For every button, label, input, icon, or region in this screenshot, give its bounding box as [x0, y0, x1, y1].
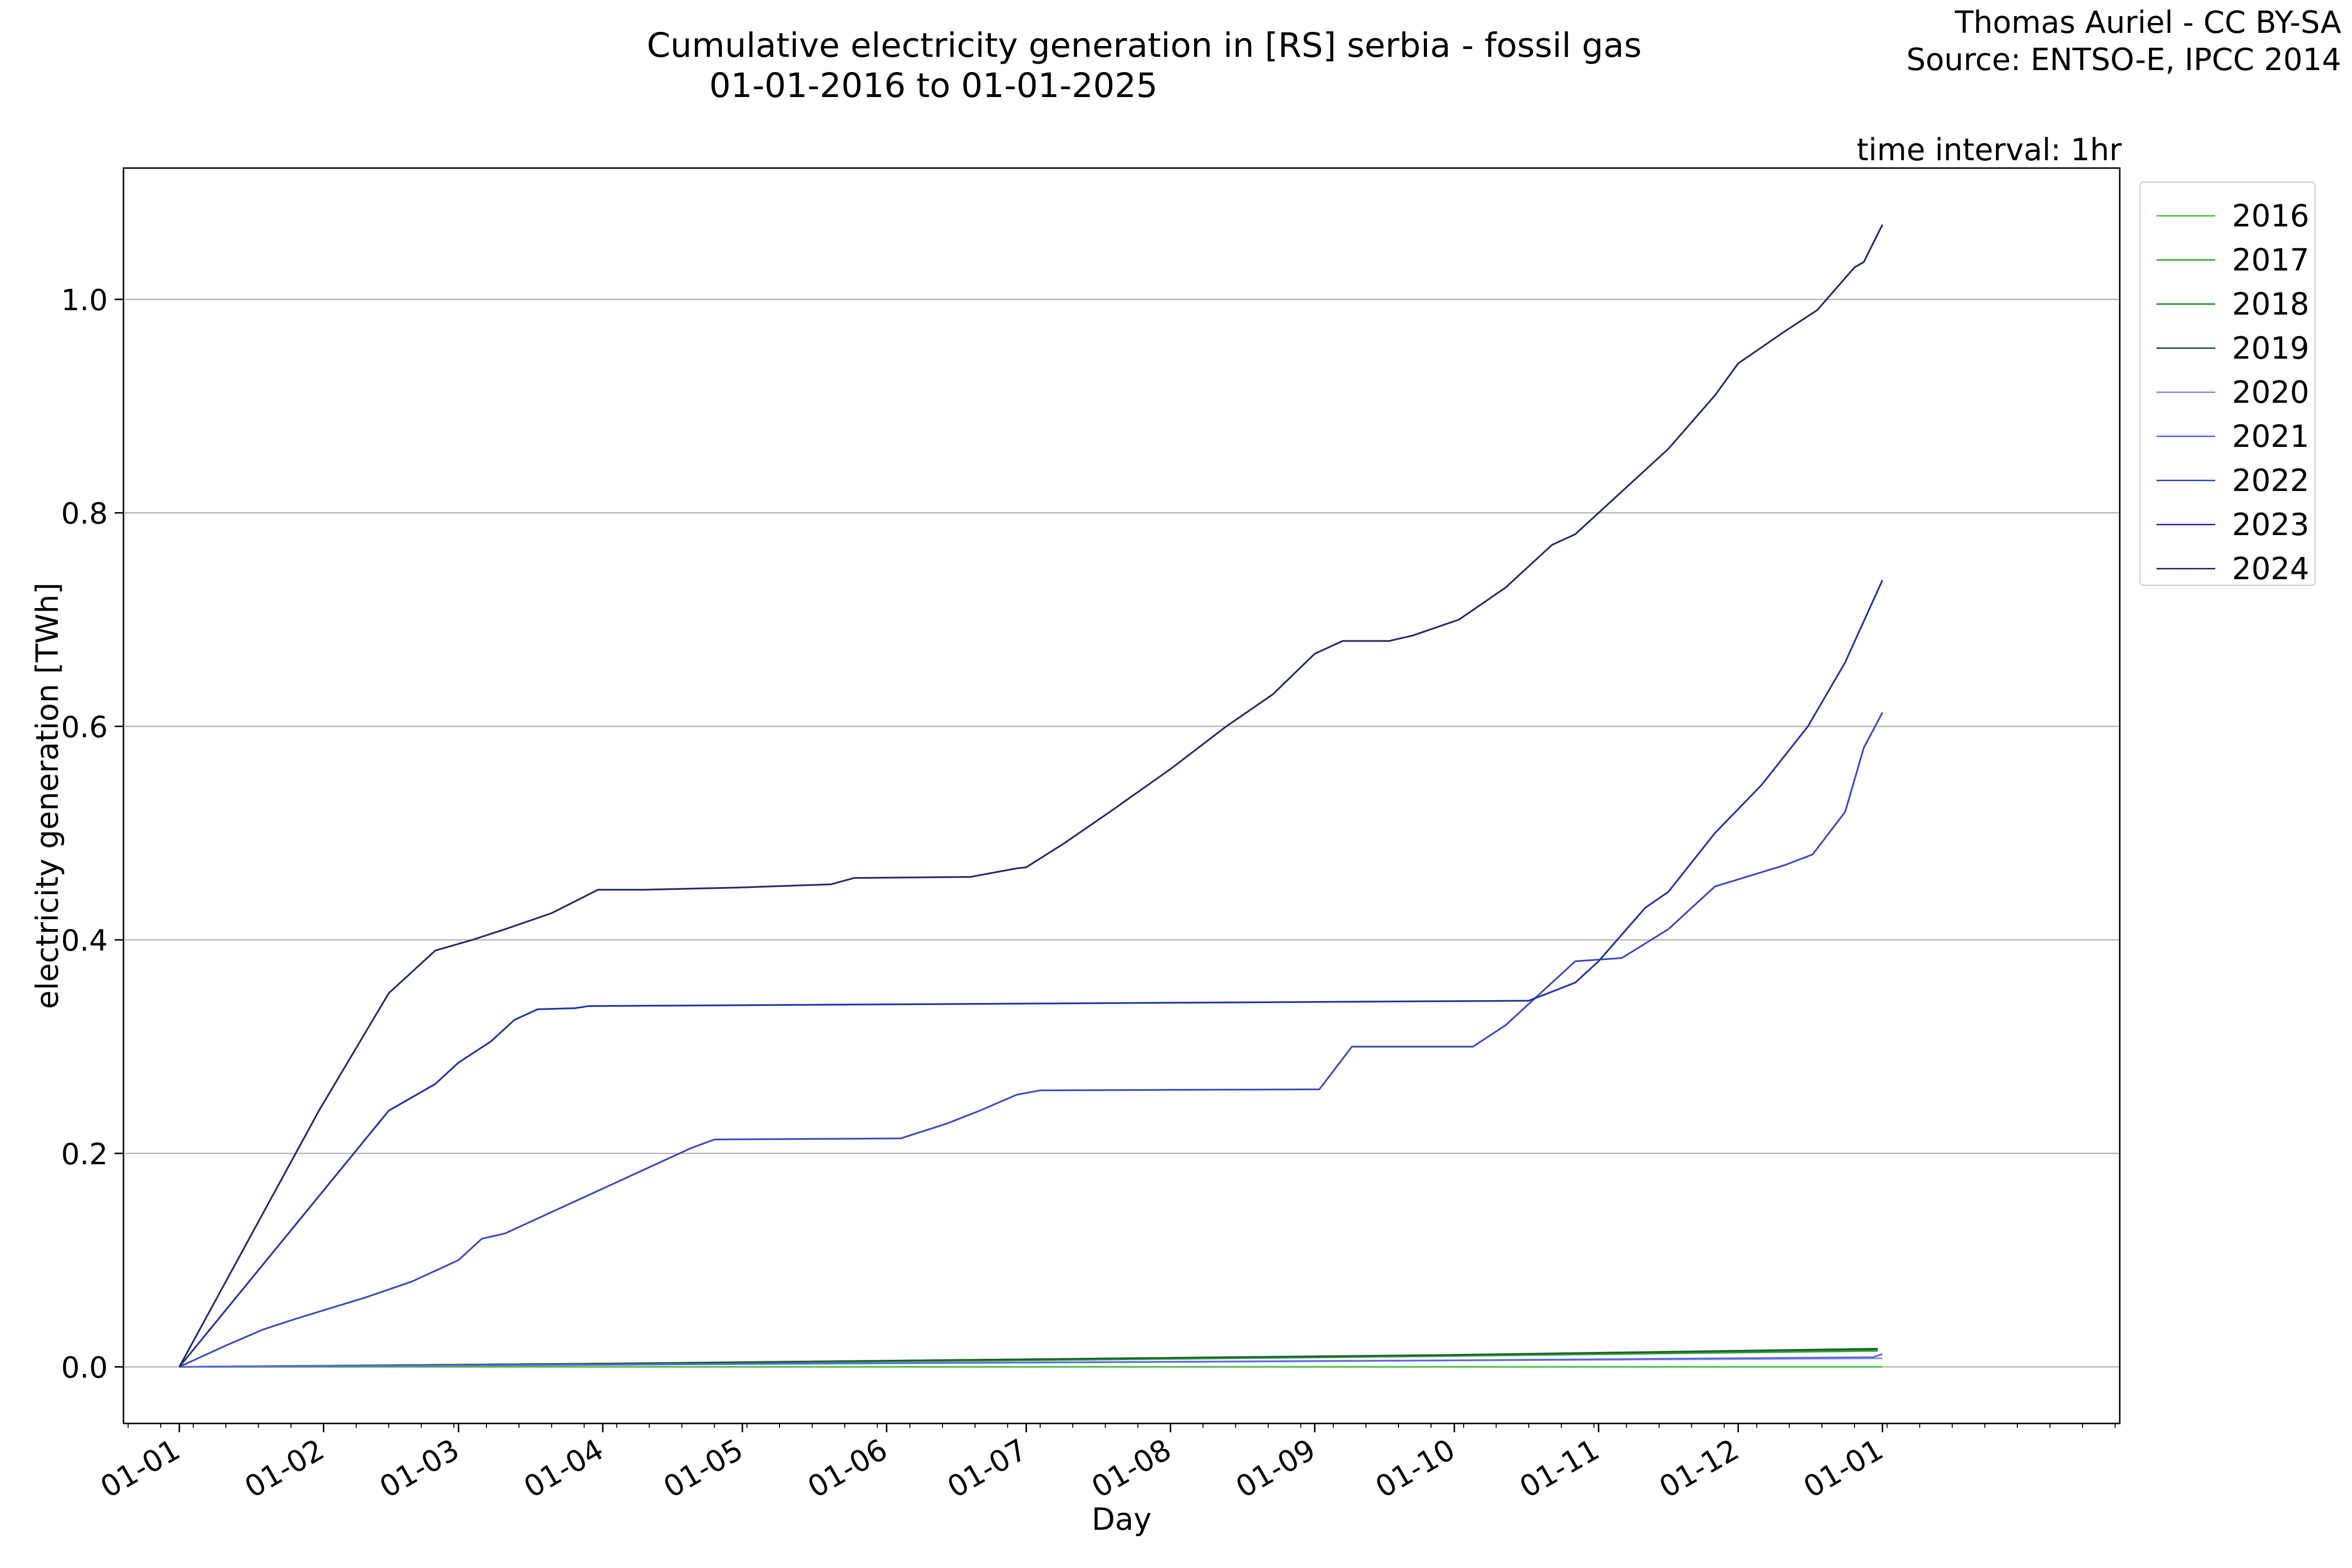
legend-item: 2022	[2150, 458, 2311, 502]
x-tick-label: 01-06	[802, 1432, 893, 1505]
legend-swatch	[2156, 303, 2215, 305]
legend-swatch	[2156, 347, 2215, 349]
y-tick-label: 0.4	[61, 924, 108, 958]
chart-title-line2: 01-01-2016 to 01-01-2025	[709, 66, 1158, 105]
legend-swatch	[2156, 259, 2215, 261]
legend-swatch	[2156, 215, 2215, 217]
x-axis-ticks: 01-01 01-02 01-03 01-04 01-05 01-06 01-07 01-08…	[95, 1423, 2116, 1505]
x-tick-label: 01-08	[1086, 1432, 1177, 1505]
legend-item: 2017	[2150, 238, 2311, 282]
legend-label: 2024	[2232, 551, 2309, 587]
x-tick-label: 01-07	[942, 1432, 1033, 1505]
credit-source: Source: ENTSO-E, IPCC 2014	[1906, 42, 2341, 77]
legend-label: 2022	[2232, 463, 2309, 498]
legend-label: 2018	[2232, 286, 2309, 322]
legend-item: 2023	[2150, 502, 2311, 546]
legend-item: 2020	[2150, 370, 2311, 414]
series-line-2021	[179, 1353, 1883, 1368]
x-tick-label: 01-05	[658, 1432, 749, 1505]
legend-label: 2021	[2232, 418, 2309, 454]
time-interval-label: time interval: 1hr	[1857, 132, 2122, 168]
y-axis-label: electricity generation [TWh]	[29, 583, 65, 1009]
y-tick-label: 0.8	[61, 497, 108, 531]
series-line-2023	[178, 580, 1884, 1368]
y-axis-ticks: 0.0 0.2 0.4 0.6 0.8 1.0	[61, 283, 123, 1385]
x-tick-label: 01-09	[1230, 1432, 1322, 1505]
legend-item: 2018	[2150, 282, 2311, 326]
legend-label: 2023	[2232, 507, 2309, 542]
series-line-2024	[178, 224, 1884, 1368]
legend-label: 2016	[2232, 198, 2309, 234]
credit-author: Thomas Auriel - CC BY-SA	[1955, 4, 2341, 40]
series-lines	[178, 224, 1884, 1368]
legend-label: 2020	[2232, 374, 2309, 410]
y-tick-label: 0.0	[61, 1351, 108, 1385]
legend-label: 2019	[2232, 330, 2309, 366]
x-tick-label: 01-03	[374, 1432, 465, 1505]
chart-credits: Thomas Auriel - CC BY-SA Source: ENTSO-E…	[1906, 4, 2341, 78]
series-line-2019	[179, 1348, 1878, 1368]
legend-label: 2017	[2232, 242, 2309, 278]
legend-item: 2021	[2150, 414, 2311, 458]
x-tick-label: 01-01	[1798, 1432, 1889, 1505]
plot-frame	[122, 167, 2121, 1424]
x-tick-label: 01-02	[239, 1432, 330, 1505]
chart-legend: 2016 2017 2018 2019 2020 2021 2022 2023 2024	[2139, 181, 2316, 587]
y-tick-label: 0.6	[61, 710, 108, 744]
y-tick-label: 1.0	[61, 283, 108, 318]
x-tick-label: 01-01	[95, 1432, 186, 1505]
grid-lines	[123, 298, 2120, 1368]
legend-item: 2019	[2150, 326, 2311, 370]
x-tick-label: 01-04	[518, 1432, 610, 1505]
x-tick-label: 01-10	[1370, 1432, 1461, 1505]
legend-swatch	[2156, 392, 2215, 393]
x-tick-label: 01-12	[1654, 1432, 1745, 1505]
legend-swatch	[2156, 524, 2215, 525]
x-tick-label: 01-11	[1514, 1432, 1605, 1505]
legend-item: 2016	[2150, 194, 2311, 238]
x-axis-label: Day	[1092, 1501, 1152, 1537]
y-tick-label: 0.2	[61, 1137, 108, 1172]
legend-swatch	[2156, 568, 2215, 569]
legend-swatch	[2156, 436, 2215, 437]
series-line-2022	[179, 712, 1884, 1368]
legend-item: 2024	[2150, 546, 2311, 590]
legend-swatch	[2156, 480, 2215, 481]
